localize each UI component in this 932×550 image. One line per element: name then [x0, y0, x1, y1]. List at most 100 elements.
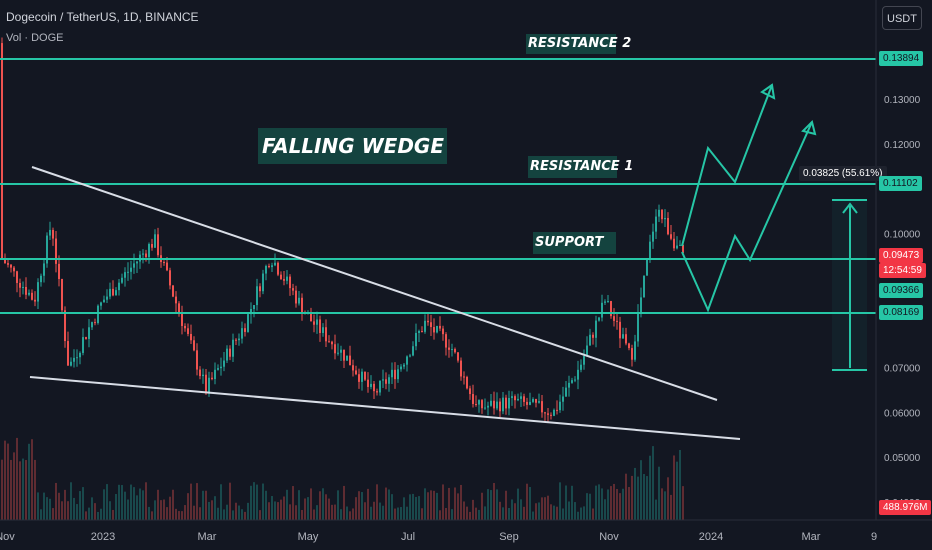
support-label[interactable]: SUPPORT: [533, 232, 616, 254]
volume-bar: [244, 511, 246, 520]
volume-bar: [262, 483, 264, 520]
volume-bar: [634, 467, 636, 520]
volume-bar: [667, 477, 669, 520]
volume-bar: [424, 488, 426, 520]
volume-bar: [220, 484, 222, 520]
candle-body: [331, 341, 333, 345]
candle-body: [397, 369, 399, 380]
candle-body: [337, 352, 339, 354]
candle-body: [652, 231, 654, 242]
candle-body: [91, 322, 93, 328]
candle-body: [610, 301, 612, 317]
resistance2-label[interactable]: RESISTANCE 2: [526, 34, 631, 54]
candle-body: [355, 370, 357, 375]
candle-body: [1, 43, 3, 259]
volume-bar: [574, 502, 576, 520]
candle-body: [424, 320, 426, 332]
price-tick-label: 0.10000: [884, 229, 921, 240]
candle-body: [418, 331, 420, 333]
candle-body: [682, 244, 684, 254]
volume-bar: [28, 443, 30, 520]
volume-bar: [235, 502, 237, 520]
volume-bar: [556, 506, 558, 520]
candle-body: [235, 339, 237, 341]
candle-body: [121, 277, 123, 283]
volume-bar: [55, 482, 57, 520]
volume-bar: [121, 485, 123, 520]
volume-bar: [115, 493, 117, 520]
candle-body: [214, 369, 216, 380]
resistance1-label[interactable]: RESISTANCE 1: [528, 156, 633, 178]
volume-bar: [586, 493, 588, 520]
candle-body: [178, 303, 180, 313]
wedge-lower-line[interactable]: [29, 376, 741, 440]
volume-bar: [136, 495, 138, 520]
volume-bar: [106, 484, 108, 520]
volume-bar: [661, 488, 663, 520]
volume-bar: [559, 482, 561, 520]
candle-body: [436, 325, 438, 333]
candle-body: [46, 235, 48, 264]
volume-bar: [34, 459, 36, 520]
volume-bar: [343, 485, 345, 520]
volume-bar: [307, 497, 309, 520]
candle-body: [343, 349, 345, 361]
volume-bar: [139, 488, 141, 520]
candle-body: [13, 267, 15, 272]
volume-bar: [472, 499, 474, 520]
candle-body: [157, 234, 159, 256]
candle-body: [184, 325, 186, 329]
volume-bar: [202, 490, 204, 520]
candle-body: [415, 332, 417, 347]
volume-bar: [208, 501, 210, 520]
candle-body: [202, 374, 204, 377]
candlestick-series: [1, 37, 684, 422]
candle-body: [382, 379, 384, 381]
price-axis[interactable]: 0.13000 0.12000 0.10000 0.07000 0.06000 0.050…: [884, 95, 921, 509]
volume-bar: [10, 459, 12, 520]
candle-body: [466, 376, 468, 389]
volume-bar: [1, 459, 3, 520]
currency-button[interactable]: USDT: [882, 6, 922, 30]
time-tick-label: Jul: [401, 531, 415, 543]
candle-body: [388, 377, 390, 384]
candle-body: [577, 369, 579, 380]
candle-body: [679, 244, 681, 246]
candle-body: [670, 234, 672, 239]
candle-body: [280, 274, 282, 280]
volume-bar: [628, 487, 630, 520]
volume-bar: [646, 476, 648, 520]
candle-body: [37, 282, 39, 302]
volume-bar: [367, 488, 369, 520]
time-axis[interactable]: Nov 2023 Mar May Jul Sep Nov 2024 Mar 9: [0, 531, 877, 543]
volume-series: [1, 437, 684, 520]
volume-bar: [82, 487, 84, 520]
volume-bar: [484, 506, 486, 520]
volume-bar: [553, 505, 555, 520]
volume-bar: [571, 485, 573, 520]
volume-bar: [232, 510, 234, 520]
projection-path-upper[interactable]: [681, 84, 773, 247]
price-tick-label: 0.13000: [884, 95, 921, 106]
volume-bar: [658, 466, 660, 520]
candle-body: [49, 229, 51, 236]
candle-body: [274, 262, 276, 266]
wedge-upper-line[interactable]: [31, 166, 718, 401]
volume-bar: [91, 497, 93, 520]
volume-bar: [619, 493, 621, 520]
candle-body: [133, 263, 135, 268]
volume-bar: [370, 506, 372, 520]
volume-bar: [187, 493, 189, 520]
volume-bar: [322, 488, 324, 520]
candle-body: [61, 279, 63, 311]
volume-bar: [568, 501, 570, 520]
projection-path-lower[interactable]: [681, 121, 813, 313]
volume-bar: [133, 487, 135, 520]
volume-bar: [355, 497, 357, 520]
candle-body: [313, 321, 315, 325]
volume-bar: [127, 499, 129, 520]
candle-body: [562, 396, 564, 402]
volume-bar: [508, 507, 510, 520]
falling-wedge-label[interactable]: FALLING WEDGE: [258, 128, 447, 164]
